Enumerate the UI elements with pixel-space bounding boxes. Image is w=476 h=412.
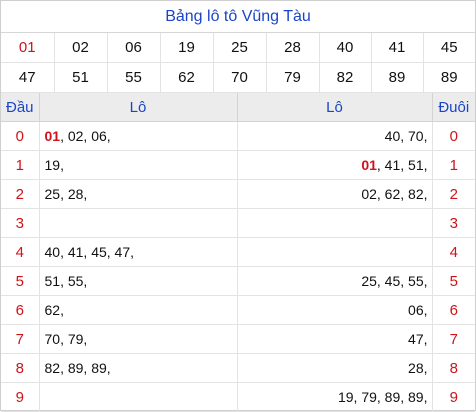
dau-digit: 9 bbox=[1, 382, 40, 412]
lo-right-cell: 40, 70, bbox=[237, 121, 433, 151]
result-number: 45 bbox=[423, 33, 475, 63]
lo-left-cell bbox=[39, 382, 238, 412]
loto-row: 8 82, 89, 89, 28, 8 bbox=[1, 353, 475, 383]
loto-row: 1 19, 01, 41, 51, 1 bbox=[1, 150, 475, 180]
dau-digit: 5 bbox=[1, 266, 40, 296]
result-number: 28 bbox=[266, 33, 320, 63]
duoi-digit: 4 bbox=[432, 237, 475, 267]
duoi-digit: 0 bbox=[432, 121, 475, 151]
duoi-digit: 2 bbox=[432, 179, 475, 209]
lo-values: 51, 55, bbox=[44, 273, 88, 289]
lo-values: 06, bbox=[408, 302, 428, 318]
dau-digit: 7 bbox=[1, 324, 40, 354]
dau-digit: 6 bbox=[1, 295, 40, 325]
loto-header-row: Đầu Lô Lô Đuôi bbox=[1, 93, 475, 122]
lo-values: 19, 79, 89, 89, bbox=[337, 389, 428, 405]
lo-left-cell bbox=[39, 208, 238, 238]
lo-values: , 02, 06, bbox=[60, 128, 111, 144]
lo-values: 40, 41, 45, 47, bbox=[44, 244, 135, 260]
lo-highlight: 01 bbox=[361, 157, 377, 173]
result-number: 82 bbox=[319, 62, 372, 93]
lo-values: 02, 62, 82, bbox=[361, 186, 428, 202]
result-number: 51 bbox=[54, 62, 108, 93]
lo-right-cell bbox=[237, 208, 433, 238]
loto-row: 0 01, 02, 06, 40, 70, 0 bbox=[1, 121, 475, 151]
result-numbers-table: 01 02 06 19 25 28 40 41 45 47 51 55 62 70 79 82 89 89 bbox=[1, 33, 475, 93]
dau-digit: 4 bbox=[1, 237, 40, 267]
lo-values: 28, bbox=[408, 360, 428, 376]
duoi-digit: 5 bbox=[432, 266, 475, 296]
duoi-digit: 3 bbox=[432, 208, 475, 238]
lo-values: 25, 28, bbox=[44, 186, 88, 202]
loto-row: 9 19, 79, 89, 89, 9 bbox=[1, 382, 475, 412]
lo-values: 70, 79, bbox=[44, 331, 88, 347]
lo-left-cell: 70, 79, bbox=[39, 324, 238, 354]
lo-values: 62, bbox=[44, 302, 64, 318]
header-duoi: Đuôi bbox=[432, 93, 475, 122]
numbers-row-2: 47 51 55 62 70 79 82 89 89 bbox=[1, 62, 475, 93]
result-number: 62 bbox=[160, 62, 214, 93]
lo-left-cell: 51, 55, bbox=[39, 266, 238, 296]
lo-values: 25, 45, 55, bbox=[361, 273, 428, 289]
result-number: 25 bbox=[213, 33, 267, 63]
loto-row: 6 62, 06, 6 bbox=[1, 295, 475, 325]
lo-left-cell: 01, 02, 06, bbox=[39, 121, 238, 151]
result-number: 47 bbox=[1, 62, 55, 93]
duoi-digit: 8 bbox=[432, 353, 475, 383]
loto-row: 5 51, 55, 25, 45, 55, 5 bbox=[1, 266, 475, 296]
dau-digit: 2 bbox=[1, 179, 40, 209]
lo-left-cell: 82, 89, 89, bbox=[39, 353, 238, 383]
lo-right-cell bbox=[237, 237, 433, 267]
lo-right-cell: 47, bbox=[237, 324, 433, 354]
lo-left-cell: 40, 41, 45, 47, bbox=[39, 237, 238, 267]
result-number: 01 bbox=[1, 33, 55, 63]
lo-right-cell: 19, 79, 89, 89, bbox=[237, 382, 433, 412]
loto-row: 7 70, 79, 47, 7 bbox=[1, 324, 475, 354]
loto-row: 2 25, 28, 02, 62, 82, 2 bbox=[1, 179, 475, 209]
lo-values: , 41, 51, bbox=[376, 157, 428, 173]
dau-digit: 1 bbox=[1, 150, 40, 180]
lo-left-cell: 19, bbox=[39, 150, 238, 180]
duoi-digit: 1 bbox=[432, 150, 475, 180]
dau-digit: 0 bbox=[1, 121, 40, 151]
lo-values: 82, 89, 89, bbox=[44, 360, 111, 376]
result-number: 40 bbox=[319, 33, 372, 63]
lo-highlight: 01 bbox=[44, 128, 61, 144]
lo-right-cell: 25, 45, 55, bbox=[237, 266, 433, 296]
header-lo-left: Lô bbox=[39, 93, 238, 122]
numbers-row-1: 01 02 06 19 25 28 40 41 45 bbox=[1, 33, 475, 63]
board-title: Bảng lô tô Vũng Tàu bbox=[1, 1, 475, 33]
loto-table: Đầu Lô Lô Đuôi 0 01, 02, 06, 40, 70, 0 1 19, 0… bbox=[1, 93, 475, 412]
result-number: 19 bbox=[160, 33, 214, 63]
result-number: 89 bbox=[423, 62, 475, 93]
result-number: 89 bbox=[371, 62, 424, 93]
lo-left-cell: 62, bbox=[39, 295, 238, 325]
duoi-digit: 7 bbox=[432, 324, 475, 354]
result-number: 70 bbox=[213, 62, 267, 93]
result-number: 55 bbox=[107, 62, 161, 93]
result-number: 06 bbox=[107, 33, 161, 63]
lo-right-cell: 01, 41, 51, bbox=[237, 150, 433, 180]
header-dau: Đầu bbox=[1, 93, 40, 122]
result-number: 02 bbox=[54, 33, 108, 63]
dau-digit: 8 bbox=[1, 353, 40, 383]
lo-values: 40, 70, bbox=[384, 128, 428, 144]
loto-row: 4 40, 41, 45, 47, 4 bbox=[1, 237, 475, 267]
lo-values: 19, bbox=[44, 157, 64, 173]
dau-digit: 3 bbox=[1, 208, 40, 238]
lo-right-cell: 28, bbox=[237, 353, 433, 383]
header-lo-right: Lô bbox=[237, 93, 433, 122]
result-number: 79 bbox=[266, 62, 320, 93]
lo-right-cell: 02, 62, 82, bbox=[237, 179, 433, 209]
lo-right-cell: 06, bbox=[237, 295, 433, 325]
lo-left-cell: 25, 28, bbox=[39, 179, 238, 209]
duoi-digit: 9 bbox=[432, 382, 475, 412]
result-number: 41 bbox=[371, 33, 424, 63]
duoi-digit: 6 bbox=[432, 295, 475, 325]
lo-values: 47, bbox=[408, 331, 428, 347]
